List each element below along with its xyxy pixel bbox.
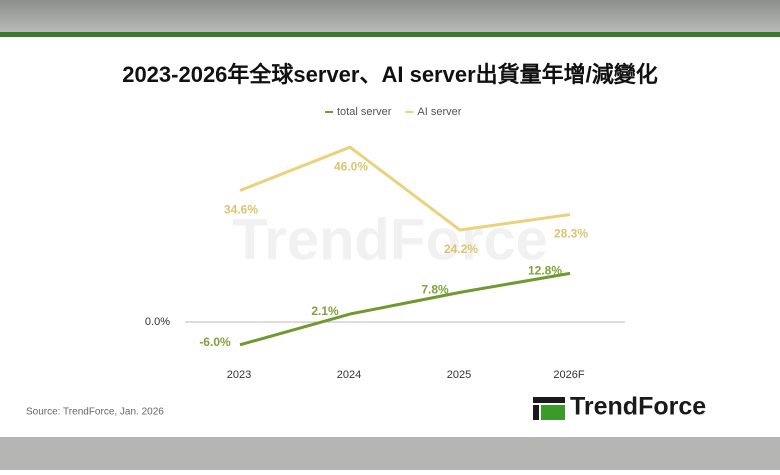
logo-shape xyxy=(533,405,539,420)
logo-shape xyxy=(533,397,565,403)
legend-label: AI server xyxy=(417,106,461,118)
x-tick-label: 2025 xyxy=(447,369,471,381)
y-tick-label: 0.0% xyxy=(145,316,170,328)
watermark: TrendForce xyxy=(232,207,548,272)
series-line xyxy=(239,271,571,347)
logo-text: TrendForce xyxy=(570,393,706,421)
data-label: 7.8% xyxy=(421,283,449,297)
brand-logo: TrendForce xyxy=(533,393,706,421)
logo-shape xyxy=(541,405,565,420)
data-label: 24.2% xyxy=(444,242,478,256)
data-label: 12.8% xyxy=(528,264,562,278)
data-label: 28.3% xyxy=(554,227,588,241)
data-label: 34.6% xyxy=(224,203,258,217)
data-label: 2.1% xyxy=(311,304,339,318)
bottom-band xyxy=(0,437,780,470)
x-tick-label: 2023 xyxy=(227,369,251,381)
x-tick-label: 2026F xyxy=(553,369,584,381)
source: Source: TrendForce, Jan. 2026 xyxy=(26,407,164,418)
top-band xyxy=(0,0,780,32)
legend-label: total server xyxy=(337,106,392,118)
series-line xyxy=(239,145,571,232)
accent-bar xyxy=(0,32,780,37)
data-label: 46.0% xyxy=(334,159,368,173)
data-label: -6.0% xyxy=(199,335,231,349)
chart-title: 2023-2026年全球server、AI server出貨量年增/減變化 xyxy=(122,62,658,87)
x-tick-label: 2024 xyxy=(337,369,361,381)
